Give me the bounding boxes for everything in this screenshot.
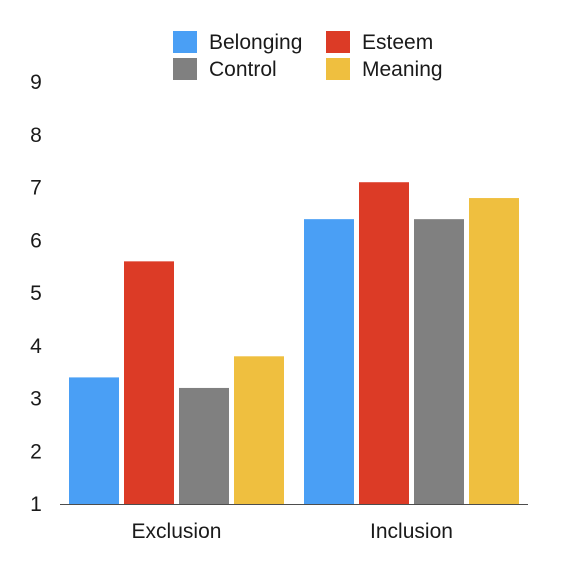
bar-control-exclusion xyxy=(179,387,229,504)
legend-swatch-esteem xyxy=(326,31,350,53)
bar-esteem-exclusion xyxy=(124,261,174,504)
x-axis-category-labels: Exclusion Inclusion xyxy=(132,520,453,543)
y-axis-tick-labels: 1 2 3 4 5 6 7 8 9 xyxy=(30,71,42,516)
y-tick-label-2: 2 xyxy=(30,440,42,463)
legend-label-control: Control xyxy=(209,58,277,81)
legend-label-meaning: Meaning xyxy=(362,58,443,81)
bar-meaning-exclusion xyxy=(234,356,284,504)
y-tick-label-3: 3 xyxy=(30,388,42,411)
legend-label-belonging: Belonging xyxy=(209,31,302,54)
y-tick-label-8: 8 xyxy=(30,124,42,147)
bar-control-inclusion xyxy=(414,219,464,504)
legend-item-belonging: Belonging xyxy=(173,31,302,54)
y-tick-label-1: 1 xyxy=(30,493,42,516)
legend-swatch-meaning xyxy=(326,58,350,80)
bar-meaning-inclusion xyxy=(469,198,519,505)
y-tick-label-7: 7 xyxy=(30,177,42,200)
bar-belonging-exclusion xyxy=(69,377,119,504)
legend-item-esteem: Esteem xyxy=(326,31,433,54)
legend-label-esteem: Esteem xyxy=(362,31,433,54)
y-tick-label-5: 5 xyxy=(30,282,42,305)
bars xyxy=(69,182,519,505)
y-tick-label-4: 4 xyxy=(30,335,42,358)
bar-esteem-inclusion xyxy=(359,182,409,504)
y-tick-label-9: 9 xyxy=(30,71,42,94)
legend: Belonging Esteem Control Meaning xyxy=(173,31,443,81)
legend-swatch-control xyxy=(173,58,197,80)
bar-belonging-inclusion xyxy=(304,219,354,504)
x-category-label-inclusion: Inclusion xyxy=(370,520,453,543)
legend-swatch-belonging xyxy=(173,31,197,53)
x-category-label-exclusion: Exclusion xyxy=(132,520,222,543)
legend-item-meaning: Meaning xyxy=(326,58,443,81)
legend-item-control: Control xyxy=(173,58,277,81)
y-tick-label-6: 6 xyxy=(30,229,42,252)
